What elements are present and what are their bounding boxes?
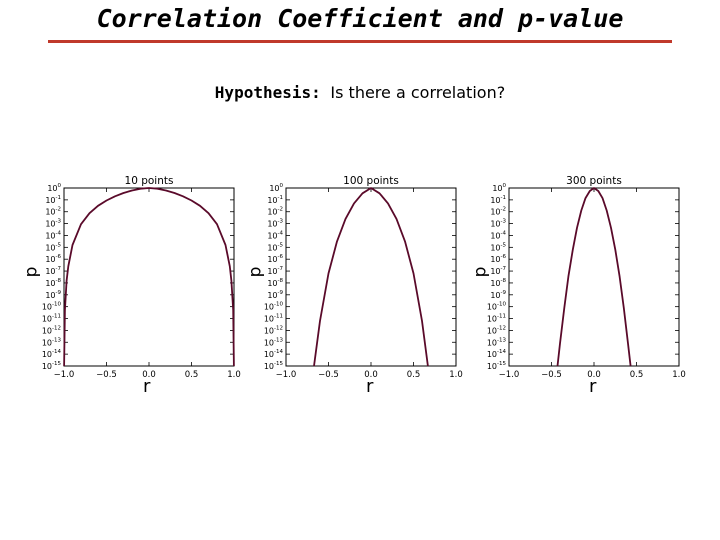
x-tick-label: 0.0 [142,370,156,380]
y-tick-label: 10-3 [490,219,506,229]
x-axis-label-100-points: r [366,376,374,397]
y-tick-label: 10-6 [267,254,283,264]
y-tick-label: 10-8 [45,278,61,288]
p-value-curve [313,187,429,367]
y-tick-label: 10-1 [267,195,283,205]
y-tick-label: 10-4 [45,230,61,240]
y-tick-label: 10-5 [267,242,283,252]
y-tick-label: 10-15 [42,361,62,371]
x-tick-label: 1.0 [227,370,241,380]
y-tick-label: 10-1 [490,195,506,205]
x-tick-label: −1.0 [499,370,520,380]
plot-frame [508,187,680,367]
y-tick-label: 10-14 [42,349,62,359]
y-tick-label: 10-7 [490,266,506,276]
x-tick-label: −0.5 [318,370,339,380]
x-tick-label: 1.0 [449,370,463,380]
y-tick-label: 10-15 [487,361,507,371]
x-tick-label: 0.5 [407,370,421,380]
y-tick-label: 10-5 [45,242,61,252]
y-tick-label: 100 [269,183,283,193]
chart-100-points: 100 points −1.0 −0.5 0.0 0.5 1.0 100 10-1 10-2 10… [264,175,463,380]
y-tick-label: 10-11 [487,314,506,324]
y-axis-label-10-points: p [21,266,42,278]
title-underline [48,40,672,43]
y-tick-label: 10-10 [487,302,507,312]
y-tick-label: 10-6 [490,254,506,264]
y-tick-label: 10-11 [42,314,61,324]
y-tick-label: 10-10 [42,302,62,312]
p-value-curve [63,187,235,367]
y-tick-label: 10-13 [264,337,284,347]
y-tick-label: 10-7 [267,266,283,276]
y-tick-label: 10-8 [490,278,506,288]
y-axis-label-300-points: p [470,266,491,278]
chart-300-points: 300 points −1.0 −0.5 0.0 0.5 1.0 100 10-1 10-2 10… [487,175,686,380]
hypothesis-label: Hypothesis: [214,83,321,102]
x-axis-label-300-points: r [589,376,597,397]
y-tick-label: 10-13 [42,337,62,347]
y-tick-label: 10-12 [487,325,506,335]
y-tick-label: 10-12 [42,325,61,335]
x-tick-label: −0.5 [96,370,117,380]
y-tick-label: 10-3 [267,219,283,229]
x-tick-label: 0.0 [587,370,601,380]
y-tick-label: 10-6 [45,254,61,264]
y-tick-label: 10-7 [45,266,61,276]
y-tick-label: 10-2 [490,207,506,217]
chart-title: 100 points [343,175,399,187]
y-tick-label: 10-2 [45,207,61,217]
x-tick-label: 0.0 [364,370,378,380]
x-tick-label: −1.0 [276,370,297,380]
y-tick-label: 100 [492,183,506,193]
y-tick-label: 10-4 [267,230,283,240]
y-axis-label-100-points: p [245,266,266,278]
hypothesis-line: Hypothesis: Is there a correlation? [0,83,720,102]
y-tick-label: 10-14 [264,349,284,359]
y-tick-label: 10-4 [490,230,506,240]
y-tick-label: 10-10 [264,302,284,312]
plot-frame [63,187,235,367]
chart-title: 300 points [566,175,622,187]
x-axis-label-10-points: r [143,376,151,397]
y-tick-label: 10-8 [267,278,283,288]
y-tick-label: 10-2 [267,207,283,217]
y-tick-label: 10-1 [45,195,61,205]
y-tick-label: 10-13 [487,337,507,347]
y-tick-label: 10-14 [487,349,507,359]
plot-frame [285,187,457,367]
y-tick-label: 10-9 [490,290,506,300]
y-tick-label: 10-12 [264,325,283,335]
hypothesis-text: Is there a correlation? [330,83,506,102]
x-tick-label: 0.5 [630,370,644,380]
y-tick-label: 10-5 [490,242,506,252]
y-tick-label: 10-15 [264,361,284,371]
x-tick-label: 0.5 [185,370,199,380]
y-tick-label: 10-9 [45,290,61,300]
y-tick-label: 10-11 [264,314,283,324]
y-tick-label: 10-9 [267,290,283,300]
y-tick-label: 100 [47,183,61,193]
x-tick-label: 1.0 [672,370,686,380]
x-tick-label: −1.0 [54,370,75,380]
slide-title: Correlation Coefficient and p-value [96,4,624,33]
chart-10-points: 10 points −1.0 −0.5 0.0 0.5 1.0 100 10-1 10-2 10-… [42,175,241,380]
y-tick-label: 10-3 [45,219,61,229]
x-tick-label: −0.5 [541,370,562,380]
chart-title: 10 points [125,175,174,187]
p-value-curve [556,187,632,367]
